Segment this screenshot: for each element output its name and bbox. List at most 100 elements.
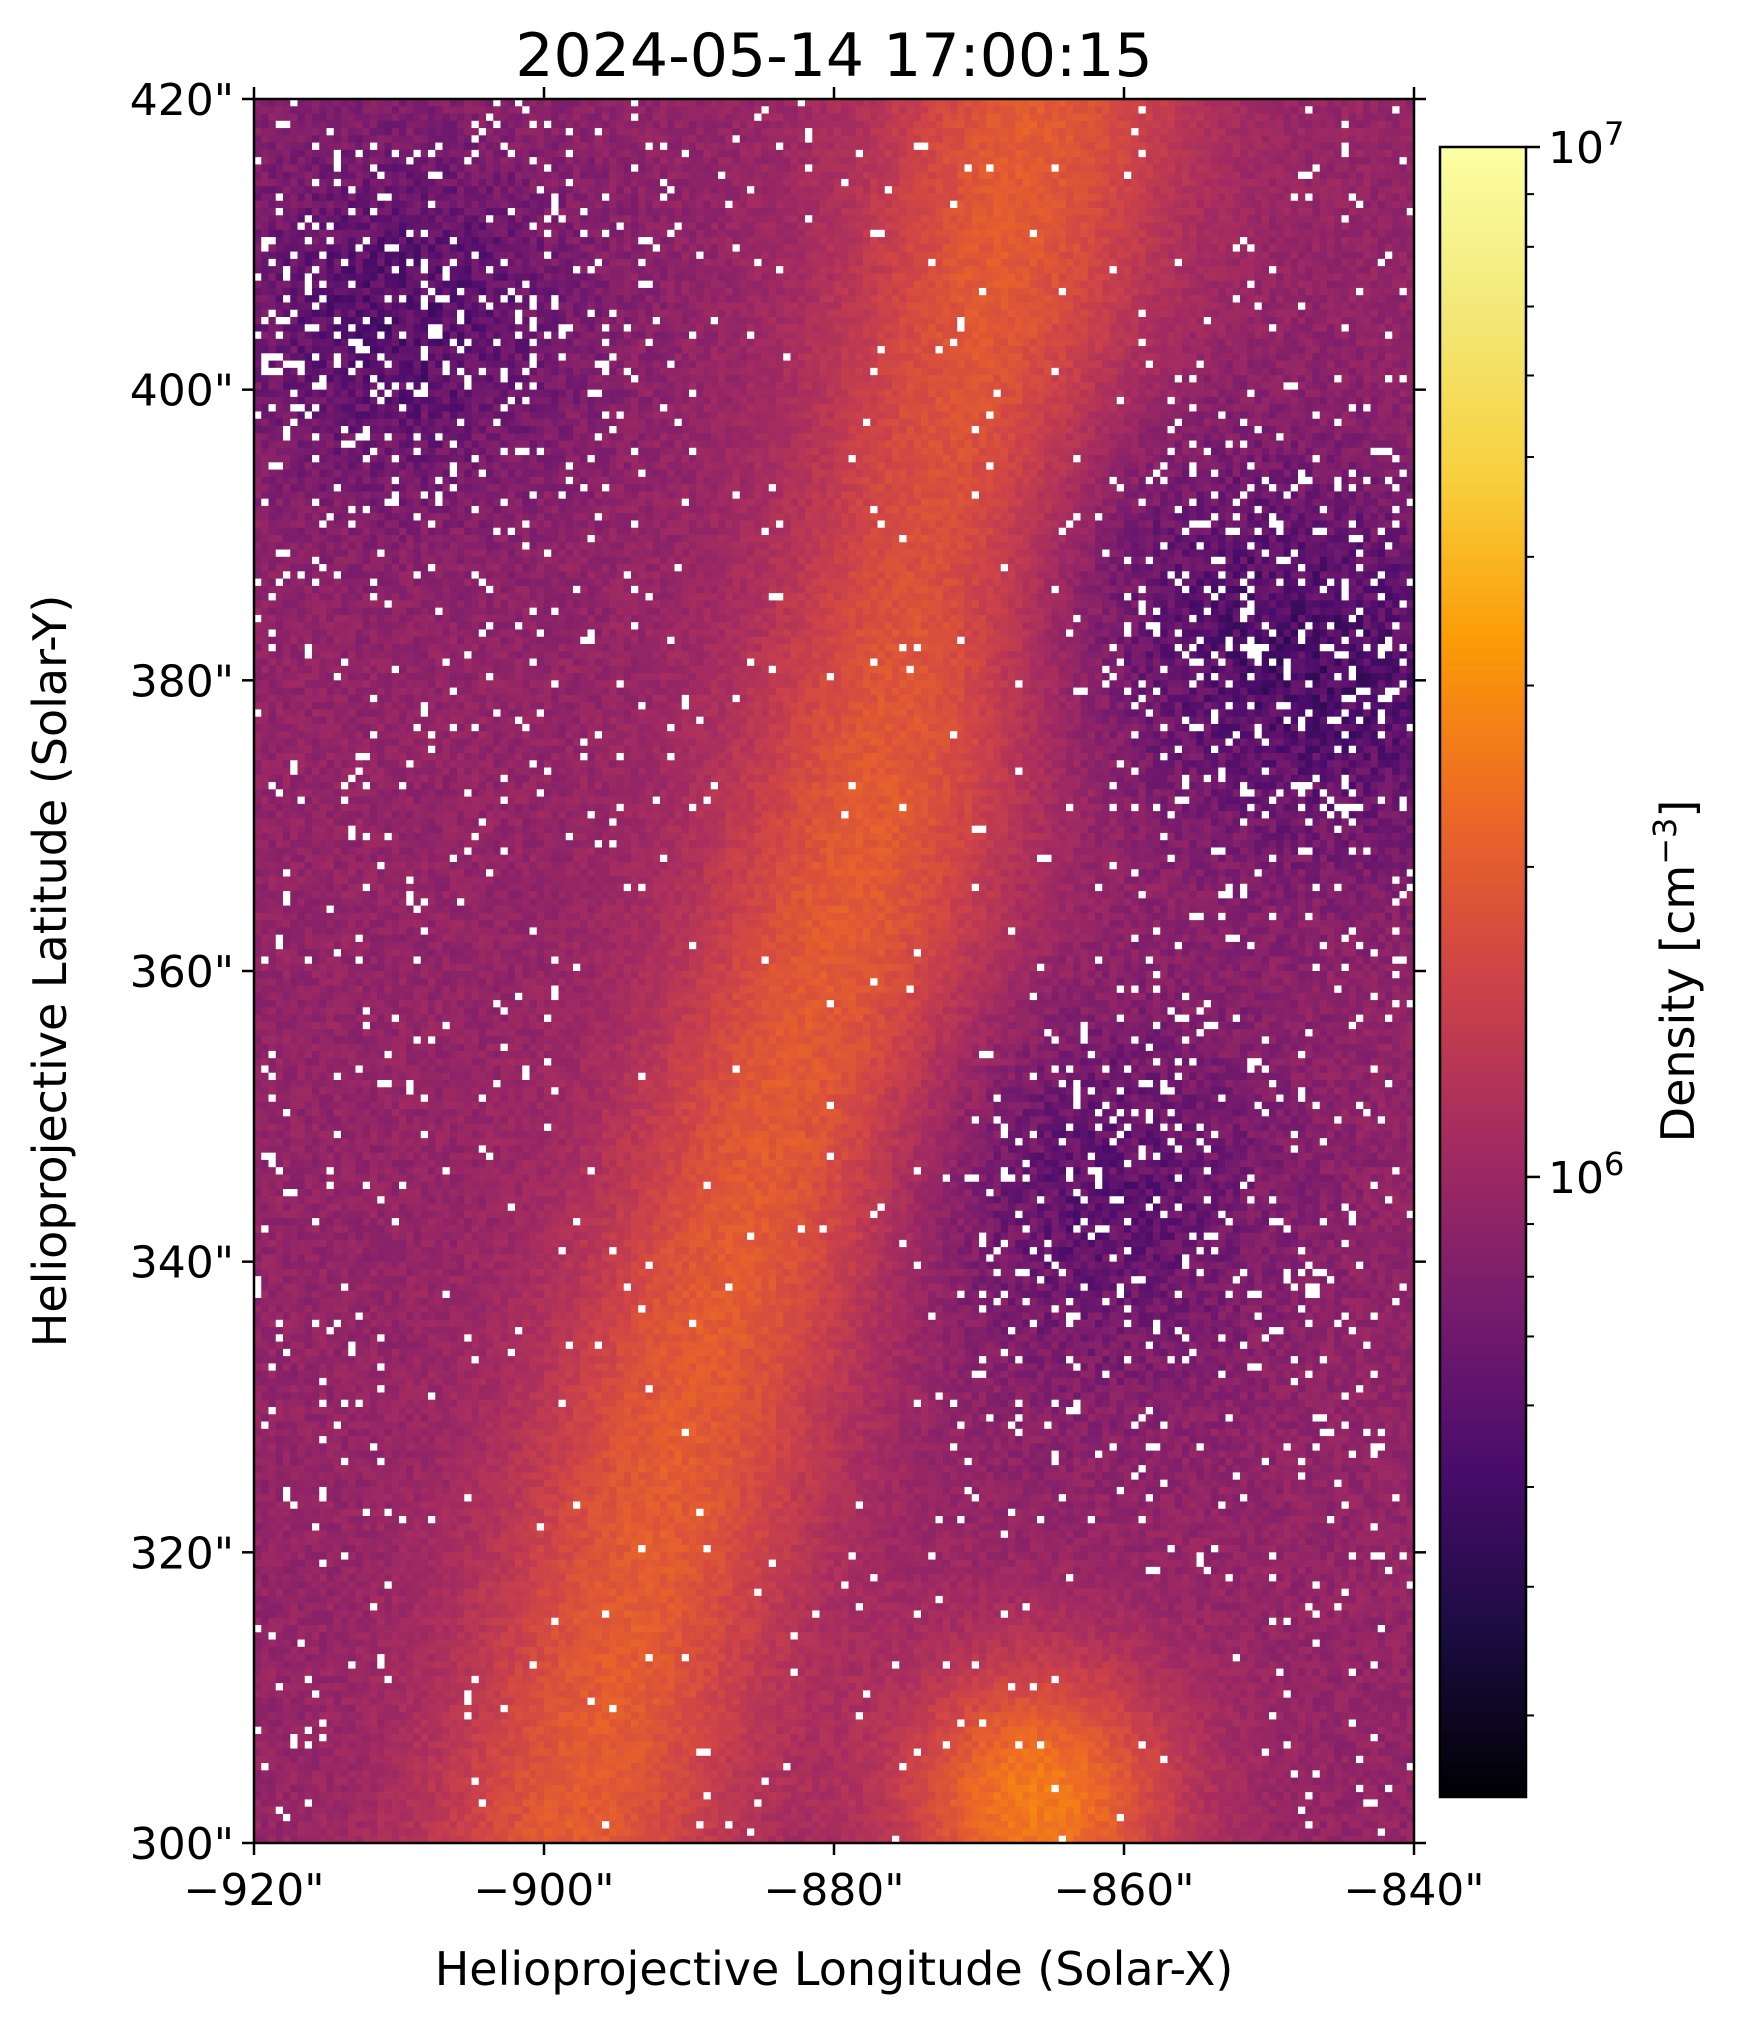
heatmap-cell (595, 164, 603, 172)
heatmap-cell (1284, 252, 1292, 260)
heatmap-cell (682, 128, 690, 136)
heatmap-cell (1168, 215, 1176, 223)
heatmap-cell (508, 244, 516, 252)
heatmap-cell (834, 121, 842, 129)
heatmap-cell (1240, 143, 1248, 151)
heatmap-cell (464, 252, 472, 260)
heatmap-cell (907, 128, 915, 136)
heatmap-cell (907, 114, 915, 122)
heatmap-cell (1226, 106, 1234, 114)
heatmap-cell (406, 121, 414, 129)
heatmap-cell (479, 135, 487, 143)
heatmap-cell (1327, 223, 1335, 231)
heatmap-cell (305, 208, 313, 216)
heatmap-cell (363, 106, 371, 114)
heatmap-cell (733, 114, 741, 122)
heatmap-cell (1088, 114, 1096, 122)
heatmap-cell (769, 172, 777, 180)
heatmap-cell (740, 201, 748, 209)
heatmap-cell (791, 106, 799, 114)
heatmap-cell (595, 237, 603, 245)
heatmap-cell (1400, 237, 1408, 245)
heatmap-cell (950, 237, 958, 245)
heatmap-cell (870, 135, 878, 143)
heatmap-cell (1247, 230, 1255, 238)
heatmap-cell (1160, 244, 1168, 252)
heatmap-cell (1276, 157, 1284, 165)
heatmap-cell (856, 208, 864, 216)
heatmap-cell (319, 230, 327, 238)
heatmap-cell (1117, 114, 1125, 122)
heatmap-cell (1247, 106, 1255, 114)
heatmap-cell (385, 135, 393, 143)
heatmap-cell (856, 215, 864, 223)
heatmap-cell (1030, 208, 1038, 216)
heatmap-cell (798, 201, 806, 209)
heatmap-cell (493, 150, 501, 158)
heatmap-cell (486, 172, 494, 180)
heatmap-cell (986, 164, 994, 172)
heatmap-cell (298, 106, 306, 114)
heatmap-cell (1117, 164, 1125, 172)
heatmap-cell (689, 244, 697, 252)
heatmap-cell (711, 143, 719, 151)
heatmap-cell (1189, 106, 1197, 114)
heatmap-cell (704, 186, 712, 194)
heatmap-cell (544, 121, 552, 129)
heatmap-cell (283, 208, 291, 216)
heatmap-cell (762, 244, 770, 252)
heatmap-cell (1276, 244, 1284, 252)
heatmap-cell (885, 143, 893, 151)
heatmap-cell (1153, 121, 1161, 129)
heatmap-cell (1182, 128, 1190, 136)
heatmap-cell (747, 172, 755, 180)
heatmap-cell (588, 179, 596, 187)
heatmap-cell (1284, 121, 1292, 129)
heatmap-cell (1139, 164, 1147, 172)
heatmap-cell (798, 230, 806, 238)
heatmap-cell (696, 193, 704, 201)
heatmap-cell (508, 128, 516, 136)
heatmap-cell (457, 252, 465, 260)
heatmap-cell (1204, 259, 1212, 267)
heatmap-cell (921, 201, 929, 209)
heatmap-cell (1066, 164, 1074, 172)
heatmap-cell (776, 244, 784, 252)
heatmap-cell (580, 230, 588, 238)
heatmap-cell (631, 164, 639, 172)
heatmap-cell (1117, 179, 1125, 187)
heatmap-cell (1255, 230, 1263, 238)
heatmap-cell (899, 244, 907, 252)
heatmap-cell (290, 244, 298, 252)
heatmap-cell (1342, 252, 1350, 260)
heatmap-cell (885, 201, 893, 209)
heatmap-cell (972, 157, 980, 165)
heatmap-cell (392, 201, 400, 209)
heatmap-cell (1052, 215, 1060, 223)
heatmap-cell (1146, 186, 1154, 194)
heatmap-cell (718, 252, 726, 260)
heatmap-cell (841, 186, 849, 194)
heatmap-cell (849, 201, 857, 209)
heatmap-cell (298, 259, 306, 267)
heatmap-cell (363, 157, 371, 165)
heatmap-cell (1037, 193, 1045, 201)
heatmap-cell (421, 208, 429, 216)
heatmap-cell (783, 215, 791, 223)
heatmap-cell (508, 157, 516, 165)
heatmap-cell (1371, 135, 1379, 143)
heatmap-cell (508, 237, 516, 245)
heatmap-cell (1218, 208, 1226, 216)
heatmap-cell (609, 193, 617, 201)
heatmap-cell (435, 128, 443, 136)
heatmap-cell (733, 121, 741, 129)
heatmap-cell (870, 128, 878, 136)
heatmap-cell (1233, 215, 1241, 223)
heatmap-cell (385, 164, 393, 172)
heatmap-cell (559, 128, 567, 136)
heatmap-cell (1023, 193, 1031, 201)
heatmap-cell (1081, 259, 1089, 267)
heatmap-cell (1197, 201, 1205, 209)
heatmap-cell (907, 143, 915, 151)
heatmap-cell (559, 237, 567, 245)
